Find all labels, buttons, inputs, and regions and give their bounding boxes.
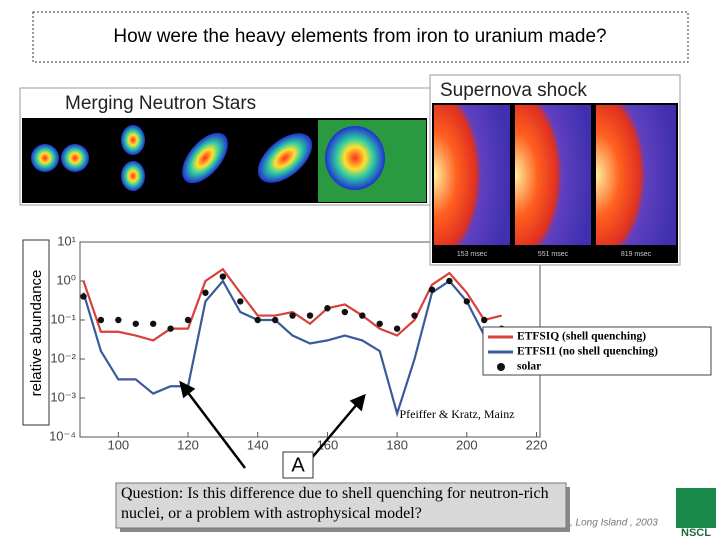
data-point xyxy=(376,320,383,327)
data-point xyxy=(428,286,436,293)
y-tick-label: 10⁻⁴ xyxy=(49,428,76,443)
x-tick-label: 180 xyxy=(386,437,408,452)
y-tick-label: 10⁻³ xyxy=(50,389,76,404)
source-note: Pfeiffer & Kratz, Mainz xyxy=(399,407,514,421)
arrows xyxy=(179,380,366,469)
data-point xyxy=(446,277,453,285)
legend-label: ETFSI1 (no shell quenching) xyxy=(517,346,658,358)
data-point xyxy=(149,320,157,327)
data-point xyxy=(324,305,331,312)
data-point xyxy=(411,312,418,319)
marker-box xyxy=(282,451,314,479)
x-tick-label: 200 xyxy=(456,437,478,452)
x-tick-label: 100 xyxy=(107,437,129,452)
data-point xyxy=(80,293,87,300)
question-wrap: Question: Is this difference due to shel… xyxy=(121,485,549,522)
snapshot-time: 153 msec xyxy=(457,251,488,258)
slide-title: How were the heavy elements from iron to… xyxy=(113,26,606,47)
data-point xyxy=(359,312,366,319)
data-point xyxy=(184,316,192,324)
data-point xyxy=(132,320,139,327)
data-point xyxy=(393,325,401,332)
logo: NSCL xyxy=(681,527,711,539)
data-point xyxy=(271,316,279,324)
data-point xyxy=(167,325,174,332)
plot: 10⁻⁴ 10⁻³ 10⁻² 10⁻¹ 10⁰ 10¹ 100 120 140 160 180 200… xyxy=(49,233,712,452)
footer: , Long Island , 2003 xyxy=(570,518,658,529)
x-tick-label: 160 xyxy=(317,437,339,452)
data-point xyxy=(237,298,244,305)
y-tick-label: 10⁰ xyxy=(56,272,76,287)
data-point xyxy=(202,289,209,296)
data-point xyxy=(219,273,227,280)
question-box xyxy=(115,482,567,529)
ylabel-box xyxy=(22,239,50,426)
supernova-panel: Supernova shock 153 msec 551 msec 819 ms… xyxy=(429,74,681,266)
marker: A xyxy=(291,454,305,476)
x-tick-label: 120 xyxy=(177,437,199,452)
legend-box xyxy=(482,326,712,376)
data-point xyxy=(341,308,349,316)
y-axis-label: relative abundance xyxy=(28,270,45,397)
logo-icon xyxy=(676,488,716,528)
title-box xyxy=(32,11,689,63)
data-point xyxy=(254,316,261,324)
panel-title: Merging Neutron Stars xyxy=(65,93,256,114)
data-point xyxy=(115,316,122,324)
data-point xyxy=(481,316,488,324)
y-tick-label: 10⁻¹ xyxy=(50,311,76,326)
panel-title: Supernova shock xyxy=(440,80,587,101)
x-tick-label: 140 xyxy=(247,437,269,452)
question: Question: Is this difference due to shel… xyxy=(121,485,549,522)
data-point xyxy=(463,298,471,305)
data-line xyxy=(82,267,502,342)
legend-label: solar xyxy=(517,361,541,373)
y-tick-label: 10¹ xyxy=(57,233,76,248)
data-line xyxy=(82,279,502,418)
data-point xyxy=(97,316,105,324)
snapshot-time: 551 msec xyxy=(538,251,569,258)
snapshot-time: 819 msec xyxy=(621,251,652,258)
y-tick-label: 10⁻² xyxy=(50,350,76,365)
legend-marker xyxy=(497,363,505,371)
data-point xyxy=(306,312,314,319)
legend-label: ETFSIQ (shell quenching) xyxy=(517,331,646,343)
data-point xyxy=(289,312,296,319)
neutron-star-panel: Merging Neutron Stars xyxy=(19,87,431,206)
x-tick-label: 220 xyxy=(526,437,548,452)
